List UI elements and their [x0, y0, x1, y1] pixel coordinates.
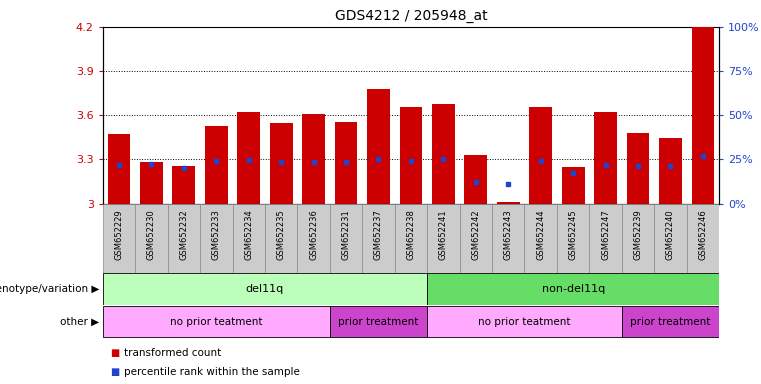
Text: transformed count: transformed count [124, 348, 221, 358]
Bar [205, 126, 228, 204]
Bar [622, 204, 654, 273]
Text: non-del11q: non-del11q [542, 284, 605, 294]
Bar [265, 204, 298, 273]
Text: no prior teatment: no prior teatment [170, 316, 263, 327]
Text: GSM652232: GSM652232 [180, 209, 188, 260]
Text: GSM652247: GSM652247 [601, 209, 610, 260]
Bar [335, 122, 358, 204]
Text: GSM652242: GSM652242 [471, 209, 480, 260]
Text: GSM652234: GSM652234 [244, 209, 253, 260]
Bar [330, 204, 362, 273]
Bar [107, 134, 130, 204]
Bar [492, 204, 524, 273]
Text: other ▶: other ▶ [60, 316, 99, 327]
Bar [167, 204, 200, 273]
Bar [659, 138, 682, 204]
Bar [362, 204, 395, 273]
Bar [140, 162, 163, 204]
Text: del11q: del11q [246, 284, 284, 294]
Title: GDS4212 / 205948_at: GDS4212 / 205948_at [335, 9, 487, 23]
Bar [622, 306, 719, 337]
Bar [233, 204, 265, 273]
Text: ■: ■ [110, 348, 119, 358]
Bar [367, 89, 390, 204]
Text: GSM652241: GSM652241 [439, 209, 448, 260]
Bar [460, 204, 492, 273]
Bar [270, 122, 292, 204]
Bar [173, 166, 195, 204]
Bar [562, 167, 584, 204]
Text: no prior teatment: no prior teatment [478, 316, 571, 327]
Text: GSM652245: GSM652245 [568, 209, 578, 260]
Bar [427, 204, 460, 273]
Bar [103, 306, 330, 337]
Bar [237, 112, 260, 204]
Bar [302, 114, 325, 204]
Text: GSM652244: GSM652244 [537, 209, 545, 260]
Bar [530, 107, 552, 204]
Text: GSM652237: GSM652237 [374, 209, 383, 260]
Text: GSM652246: GSM652246 [699, 209, 708, 260]
Bar [497, 202, 520, 204]
Text: GSM652240: GSM652240 [666, 209, 675, 260]
Bar [103, 273, 427, 305]
Bar [427, 306, 622, 337]
Text: GSM652238: GSM652238 [406, 209, 416, 260]
Bar [395, 204, 427, 273]
Text: GSM652243: GSM652243 [504, 209, 513, 260]
Text: GSM652229: GSM652229 [114, 209, 123, 260]
Bar [627, 133, 649, 204]
Bar [400, 107, 422, 204]
Bar [330, 306, 427, 337]
Text: percentile rank within the sample: percentile rank within the sample [124, 367, 300, 377]
Bar [686, 204, 719, 273]
Bar [200, 204, 233, 273]
Bar [135, 204, 167, 273]
Text: GSM652231: GSM652231 [342, 209, 351, 260]
Bar [464, 155, 487, 204]
Text: prior treatment: prior treatment [630, 316, 711, 327]
Bar [594, 111, 617, 204]
Bar [298, 204, 330, 273]
Bar [654, 204, 686, 273]
Bar [692, 27, 715, 204]
Text: GSM652236: GSM652236 [309, 209, 318, 260]
Text: GSM652235: GSM652235 [277, 209, 285, 260]
Text: GSM652230: GSM652230 [147, 209, 156, 260]
Bar [524, 204, 557, 273]
Bar [103, 204, 135, 273]
Text: genotype/variation ▶: genotype/variation ▶ [0, 284, 99, 294]
Text: GSM652239: GSM652239 [634, 209, 642, 260]
Bar [589, 204, 622, 273]
Text: GSM652233: GSM652233 [212, 209, 221, 260]
Bar [432, 104, 455, 204]
Text: ■: ■ [110, 367, 119, 377]
Bar [557, 204, 589, 273]
Text: prior treatment: prior treatment [339, 316, 419, 327]
Bar [427, 273, 719, 305]
